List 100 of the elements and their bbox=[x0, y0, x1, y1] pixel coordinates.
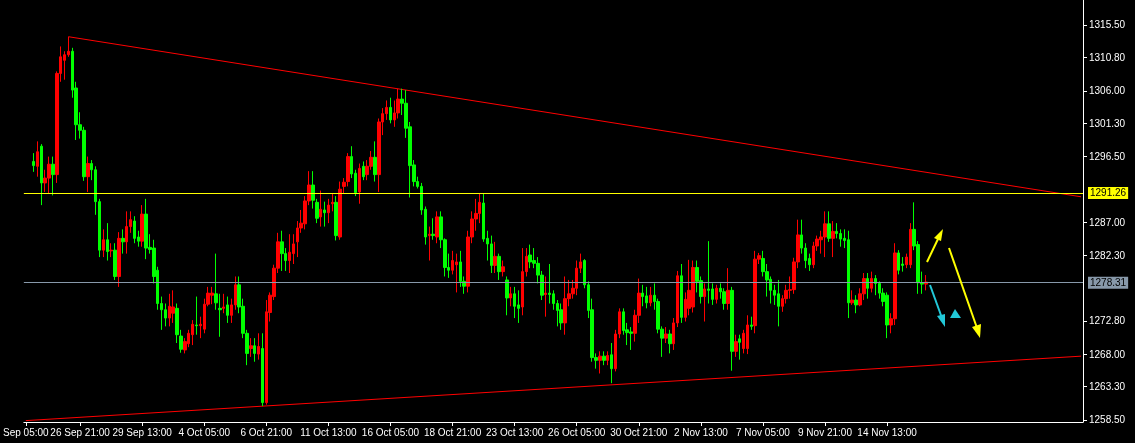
candlestick bbox=[746, 314, 749, 355]
y-tick-label: 1287.00 bbox=[1089, 216, 1126, 228]
candlestick bbox=[171, 289, 175, 324]
candlestick bbox=[47, 156, 51, 194]
candlestick bbox=[734, 334, 738, 358]
candlestick bbox=[373, 140, 377, 183]
candlestick bbox=[86, 156, 90, 193]
candlestick bbox=[726, 267, 730, 311]
candlestick bbox=[645, 286, 648, 309]
candlestick bbox=[874, 274, 877, 296]
candlestick bbox=[338, 181, 342, 241]
candlestick bbox=[707, 240, 710, 305]
candlestick bbox=[831, 220, 835, 258]
candlestick bbox=[323, 201, 326, 228]
candlestick bbox=[327, 198, 330, 224]
candlestick bbox=[257, 332, 260, 361]
candlestick bbox=[253, 337, 256, 363]
candlestick bbox=[222, 293, 225, 314]
y-tick-label: 1263.30 bbox=[1089, 381, 1126, 393]
candlestick bbox=[133, 215, 136, 244]
candlestick bbox=[850, 289, 854, 306]
candlestick bbox=[559, 303, 563, 331]
y-tick-label: 1310.80 bbox=[1089, 52, 1126, 64]
candlestick bbox=[493, 241, 497, 274]
candlestick bbox=[827, 210, 831, 243]
candlestick bbox=[602, 350, 606, 366]
candlestick bbox=[358, 163, 361, 205]
candlestick bbox=[168, 293, 171, 327]
x-tick-label: 4 Oct 05:00 bbox=[178, 426, 231, 438]
candlestick bbox=[598, 350, 602, 374]
candlestick bbox=[544, 275, 547, 318]
candlestick bbox=[331, 192, 334, 212]
candlestick bbox=[490, 235, 493, 274]
candlestick bbox=[513, 286, 516, 319]
y-tick-label: 1296.50 bbox=[1089, 151, 1126, 163]
candlestick bbox=[288, 233, 291, 274]
candlestick bbox=[428, 226, 431, 262]
candlestick bbox=[505, 275, 509, 316]
candlestick bbox=[909, 222, 912, 269]
candlestick bbox=[109, 242, 113, 258]
x-tick-label: 6 Oct 21:00 bbox=[240, 426, 293, 438]
candlestick bbox=[866, 272, 869, 300]
x-tick-label: 16 Oct 05:00 bbox=[361, 426, 420, 438]
candlestick bbox=[823, 210, 827, 258]
candlestick bbox=[668, 329, 672, 354]
candlestick bbox=[121, 228, 125, 255]
y-tick-label: 1272.80 bbox=[1089, 315, 1126, 327]
y-tick-label: 1301.30 bbox=[1089, 117, 1126, 129]
candlestick bbox=[102, 228, 105, 258]
candlestick bbox=[750, 316, 753, 331]
candlestick bbox=[497, 253, 501, 281]
candlestick bbox=[753, 250, 757, 334]
x-tick-label: 7 Nov 05:00 bbox=[735, 426, 791, 438]
candlestick bbox=[40, 143, 43, 206]
x-tick-label: 2 Nov 13:00 bbox=[673, 426, 729, 438]
candlestick bbox=[885, 291, 889, 339]
candlestick bbox=[319, 190, 322, 228]
candlestick bbox=[32, 152, 35, 173]
candlestick bbox=[455, 253, 458, 293]
x-tick-label: 14 Nov 13:00 bbox=[857, 426, 918, 438]
candlestick bbox=[144, 198, 148, 260]
candlestick bbox=[703, 282, 706, 323]
x-tick-label: 23 Oct 13:00 bbox=[486, 426, 544, 438]
candlestick bbox=[51, 156, 55, 196]
candlestick bbox=[117, 231, 121, 288]
candlestick bbox=[730, 286, 734, 372]
candlestick bbox=[847, 230, 850, 319]
x-tick-label: 26 Oct 05:00 bbox=[548, 426, 606, 438]
x-tick-label: 26 Sep 21:00 bbox=[50, 426, 111, 438]
candlestick bbox=[125, 210, 128, 255]
candlestick bbox=[431, 217, 435, 241]
candlestick bbox=[106, 222, 109, 262]
candlestick bbox=[897, 249, 900, 275]
candlestick bbox=[280, 230, 284, 272]
candlestick bbox=[517, 289, 520, 324]
candlestick bbox=[195, 296, 198, 336]
ref-line-label: 1278.31 bbox=[1090, 277, 1127, 289]
x-tick-label: 11 Oct 13:00 bbox=[300, 426, 358, 438]
candlestick bbox=[722, 287, 726, 311]
candlestick bbox=[389, 97, 392, 124]
x-tick-label: 29 Sep 13:00 bbox=[112, 426, 173, 438]
candlestick bbox=[435, 210, 439, 244]
candlestick bbox=[261, 332, 264, 407]
candlestick bbox=[334, 195, 338, 241]
candlestick bbox=[362, 160, 365, 181]
candlestick bbox=[36, 140, 39, 178]
candlestick bbox=[629, 326, 633, 351]
y-tick-label: 1306.00 bbox=[1089, 85, 1126, 97]
candlestick bbox=[870, 271, 873, 293]
candlestick bbox=[113, 242, 117, 281]
candlestick bbox=[738, 334, 741, 361]
x-tick-label: 9 Nov 21:00 bbox=[798, 426, 853, 438]
candlestick bbox=[249, 337, 253, 358]
candlestick bbox=[191, 319, 194, 346]
y-tick-label: 1282.30 bbox=[1089, 249, 1126, 261]
candlestick bbox=[680, 263, 683, 324]
y-tick-label: 1268.00 bbox=[1089, 348, 1126, 360]
x-tick-label: 30 Oct 21:00 bbox=[610, 426, 668, 438]
candlestick bbox=[854, 294, 858, 314]
ref-line-label: 1291.26 bbox=[1090, 187, 1127, 199]
